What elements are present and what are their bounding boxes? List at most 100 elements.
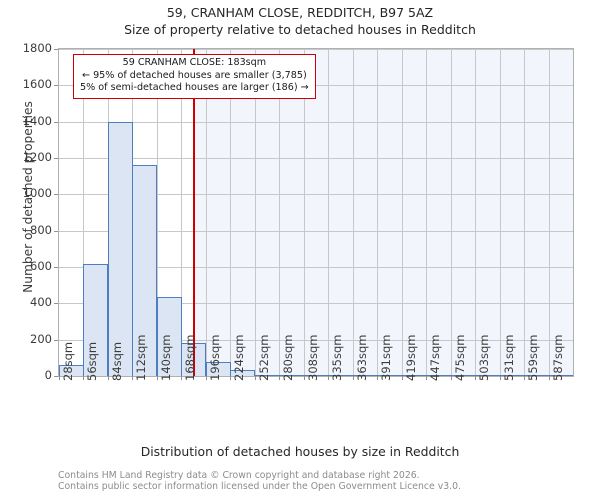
histogram-bar	[328, 374, 353, 376]
gridline-vertical	[181, 49, 182, 376]
title-block: 59, CRANHAM CLOSE, REDDITCH, B97 5AZ Siz…	[0, 4, 600, 39]
y-axis-tick-label: 1000	[22, 186, 52, 201]
gridline-vertical	[230, 49, 231, 376]
gridline-horizontal	[59, 122, 573, 123]
x-axis-tick-label: 168sqm	[183, 334, 198, 381]
gridline-vertical	[426, 49, 427, 376]
footer-line-2: Contains public sector information licen…	[58, 481, 461, 492]
x-axis-tick-mark	[255, 376, 256, 380]
y-axis-tick-mark	[54, 303, 58, 305]
y-axis-tick-mark	[54, 194, 58, 196]
x-axis-tick-label: 447sqm	[428, 334, 443, 381]
gridline-horizontal	[59, 231, 573, 232]
histogram-bar	[500, 375, 525, 376]
x-axis-tick-mark	[59, 376, 60, 380]
x-axis-tick-label: 196sqm	[207, 334, 222, 381]
x-axis-tick-label: 475sqm	[452, 334, 467, 381]
x-axis-tick-label: 140sqm	[158, 334, 173, 381]
gridline-vertical	[83, 49, 84, 376]
x-axis-tick-label: 503sqm	[477, 334, 492, 381]
x-axis-tick-mark	[549, 376, 550, 380]
y-axis-tick-mark	[54, 49, 58, 50]
histogram-bar	[132, 165, 157, 376]
gridline-vertical	[304, 49, 305, 376]
x-axis-tick-mark	[377, 376, 378, 380]
histogram-bar	[549, 375, 573, 376]
y-axis-tick-mark	[54, 85, 58, 87]
gridline-vertical	[353, 49, 354, 376]
x-axis-tick-label: 280sqm	[281, 334, 296, 381]
y-axis-tick-label: 600	[30, 259, 52, 273]
x-axis-tick-label: 28sqm	[61, 341, 75, 381]
gridline-vertical	[157, 49, 158, 376]
gridline-horizontal	[59, 303, 573, 304]
x-axis-tick-mark	[524, 376, 525, 380]
histogram-bar	[524, 375, 549, 376]
plot-inner	[59, 49, 573, 376]
y-axis-tick-label: 400	[30, 295, 52, 310]
x-axis-tick-label: 391sqm	[379, 334, 394, 381]
histogram-bar	[353, 375, 378, 376]
histogram-bar	[83, 264, 108, 376]
x-axis-tick-mark	[132, 376, 133, 380]
gridline-horizontal	[59, 49, 573, 50]
x-axis-tick-label: 419sqm	[403, 334, 418, 381]
x-axis-tick-label: 112sqm	[134, 334, 149, 381]
histogram-bar	[377, 375, 402, 376]
y-axis-tick-label: 1600	[22, 77, 52, 92]
x-axis-tick-label: 531sqm	[501, 334, 516, 381]
y-axis-tick-mark	[54, 230, 58, 232]
x-axis-tick-mark	[451, 376, 452, 380]
gridline-vertical	[377, 49, 378, 376]
y-axis-label: Number of detached properties	[21, 101, 35, 293]
x-axis-tick-mark	[230, 376, 231, 380]
x-axis-tick-mark	[426, 376, 427, 380]
x-axis-label: Distribution of detached houses by size …	[140, 444, 460, 459]
histogram-bar	[230, 370, 255, 376]
footer-attribution: Contains HM Land Registry data © Crown c…	[58, 470, 598, 492]
page-title: 59, CRANHAM CLOSE, REDDITCH, B97 5AZ	[166, 5, 434, 20]
gridline-vertical	[206, 49, 207, 376]
gridline-horizontal	[59, 267, 573, 268]
x-axis-tick-mark	[181, 376, 182, 380]
gridline-horizontal	[59, 194, 573, 195]
footer-line-1: Contains HM Land Registry data © Crown c…	[58, 470, 420, 481]
x-axis-tick-label: 559sqm	[526, 334, 541, 381]
histogram-bar	[206, 361, 231, 376]
x-axis-tick-mark	[206, 376, 207, 380]
gridline-vertical	[549, 49, 550, 376]
plot-area	[58, 48, 574, 377]
page-subtitle: Size of property relative to detached ho…	[124, 22, 476, 37]
x-axis-tick-label: 84sqm	[109, 341, 124, 381]
histogram-bar	[402, 375, 427, 376]
histogram-bar	[279, 375, 304, 376]
y-axis-tick-mark	[54, 158, 58, 159]
y-axis-tick-mark	[54, 267, 58, 268]
gridline-vertical	[255, 49, 256, 376]
x-axis-tick-mark	[83, 376, 84, 380]
x-axis-tick-mark	[402, 376, 403, 380]
x-axis-tick-mark	[353, 376, 354, 380]
gridline-vertical	[279, 49, 280, 376]
x-axis-tick-label: 224sqm	[232, 334, 247, 381]
histogram-bar	[475, 375, 500, 376]
y-axis-tick-label: 1200	[22, 150, 52, 164]
x-axis-tick-label: 308sqm	[305, 334, 320, 381]
histogram-bar	[108, 121, 133, 376]
x-axis-tick-label: 335sqm	[330, 334, 345, 381]
gridline-horizontal	[59, 158, 573, 159]
gridline-vertical	[524, 49, 525, 376]
gridline-vertical	[402, 49, 403, 376]
x-axis-tick-mark	[279, 376, 280, 380]
y-axis-tick-label: 1800	[22, 41, 52, 55]
y-axis-tick-label: 0	[44, 368, 52, 382]
annotation-line-2: ← 95% of detached houses are smaller (3,…	[81, 69, 307, 81]
annotation-box: 59 CRANHAM CLOSE: 183sqm ← 95% of detach…	[73, 54, 316, 99]
x-axis-tick-mark	[157, 376, 158, 380]
y-axis-tick-mark	[54, 339, 58, 341]
histogram-bar	[426, 375, 451, 376]
x-axis-tick-label: 252sqm	[256, 334, 271, 381]
gridline-vertical	[500, 49, 501, 376]
gridline-vertical	[328, 49, 329, 376]
